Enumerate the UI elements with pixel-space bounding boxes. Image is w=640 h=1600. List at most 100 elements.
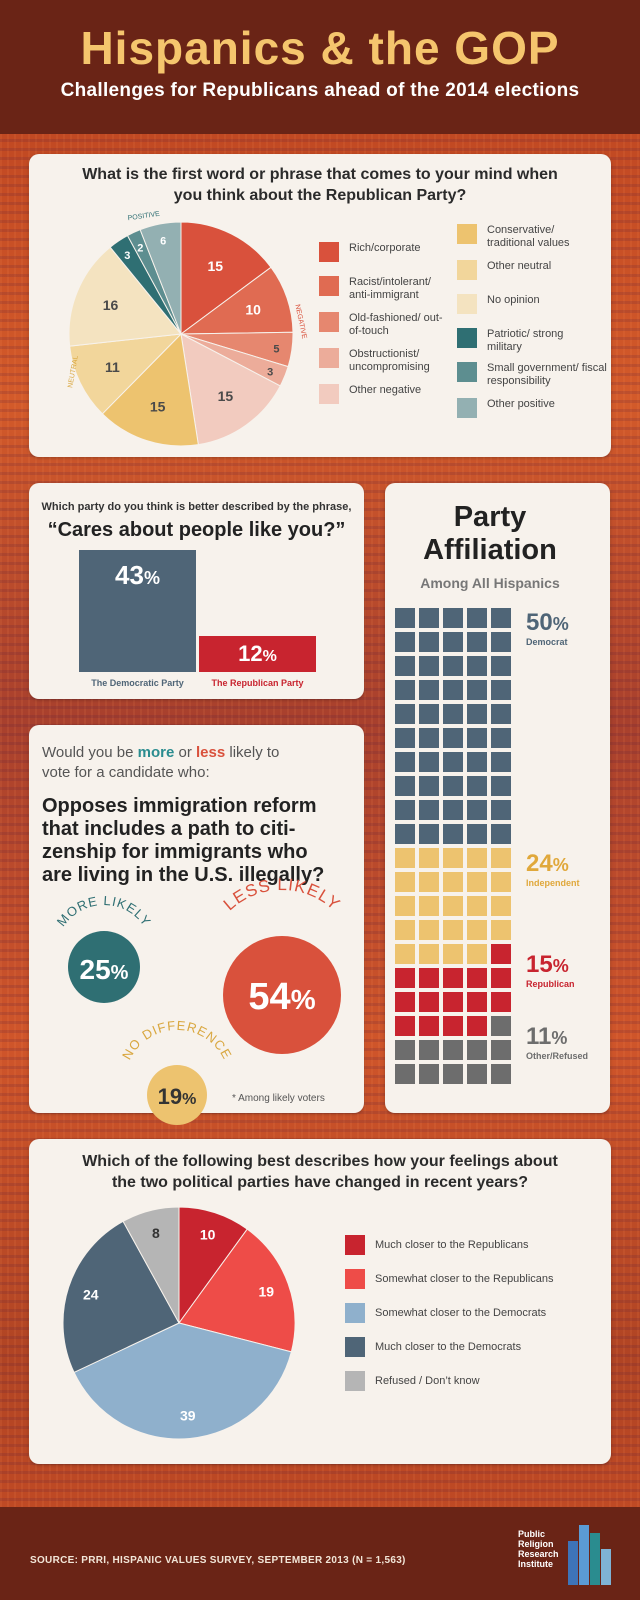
logo-line: Public bbox=[518, 1529, 546, 1539]
affiliation-title: Party Affiliation bbox=[385, 501, 595, 567]
legend-label: Obstructionist/ uncompromising bbox=[349, 348, 430, 373]
legend-item-other-positive: Other positive bbox=[457, 398, 555, 418]
waffle-cell-independent bbox=[419, 896, 439, 916]
legend-label: Much closer to the Republicans bbox=[375, 1239, 529, 1251]
legend-swatch bbox=[345, 1371, 365, 1391]
waffle-cell-democrat bbox=[443, 704, 463, 724]
page-title: Hispanics & the GOP bbox=[80, 22, 560, 74]
logo-bar bbox=[601, 1549, 611, 1585]
feelings-legend: Much closer to the Republicans Somewhat c… bbox=[345, 1235, 605, 1405]
logo-bar bbox=[579, 1525, 589, 1585]
legend-item-small-government: Small government/ fiscal responsibility bbox=[457, 362, 607, 388]
logo-bar bbox=[590, 1533, 600, 1585]
waffle-cell-republican bbox=[467, 968, 487, 988]
waffle-cell-republican bbox=[419, 992, 439, 1012]
legend-swatch bbox=[457, 362, 477, 382]
waffle-cell-independent bbox=[395, 848, 415, 868]
headline-line: are living in the U.S. illegally? bbox=[42, 864, 325, 886]
pie-slice-other-neutral bbox=[69, 333, 183, 415]
logo-bar bbox=[568, 1541, 578, 1585]
waffle-cell-democrat bbox=[491, 752, 511, 772]
legend-item-somewhat-closer-to-the-democrats: Somewhat closer to the Democrats bbox=[345, 1303, 605, 1323]
affiliation-subtitle: Among All Hispanics bbox=[420, 575, 560, 591]
legend-label: Small government/ fiscal responsibility bbox=[487, 362, 607, 387]
pie-slice-refused-don-t-know bbox=[122, 1206, 180, 1324]
waffle-cell-democrat bbox=[419, 800, 439, 820]
waffle-cell-other-refused bbox=[467, 1064, 487, 1084]
pie-value-label: 10 bbox=[245, 302, 261, 318]
q-line2: vote for a candidate who: bbox=[42, 764, 210, 781]
title-line: Party bbox=[453, 501, 527, 533]
waffle-cell-democrat bbox=[395, 608, 415, 628]
no-difference-value: 19% bbox=[158, 1084, 197, 1109]
waffle-cell-democrat bbox=[443, 656, 463, 676]
waffle-cell-republican bbox=[419, 968, 439, 988]
waffle-cell-democrat bbox=[467, 728, 487, 748]
cares-prompt: Which party do you think is better descr… bbox=[41, 501, 352, 513]
ind-callout: 24% Independent bbox=[526, 850, 580, 888]
waffle-cell-independent bbox=[419, 872, 439, 892]
first-word-question: What is the first word or phrase that co… bbox=[82, 166, 558, 204]
legend-label: Old-fashioned/ out-of-touch bbox=[349, 312, 443, 337]
source-note: SOURCE: PRRI, HISPANIC VALUES SURVEY, SE… bbox=[30, 1555, 406, 1566]
pct-sign: % bbox=[143, 568, 160, 588]
page-subtitle: Challenges for Republicans ahead of the … bbox=[60, 80, 580, 101]
waffle-cell-republican bbox=[467, 992, 487, 1012]
legend-swatch bbox=[319, 312, 339, 332]
waffle-cell-democrat bbox=[419, 656, 439, 676]
pie-slice-other-negative bbox=[180, 333, 281, 446]
waffle-cell-independent bbox=[395, 944, 415, 964]
waffle-cell-independent bbox=[443, 896, 463, 916]
waffle-cell-independent bbox=[467, 896, 487, 916]
legend-swatch bbox=[345, 1235, 365, 1255]
waffle-cell-independent bbox=[419, 944, 439, 964]
pie-value-label: 19 bbox=[259, 1284, 275, 1300]
legend-item-much-closer-to-the-democrats: Much closer to the Democrats bbox=[345, 1337, 605, 1357]
legend-swatch bbox=[345, 1337, 365, 1357]
waffle-cell-democrat bbox=[443, 824, 463, 844]
legend-item-refused-don-t-know: Refused / Don’t know bbox=[345, 1371, 605, 1391]
waffle-cell-democrat bbox=[443, 608, 463, 628]
immigration-bubbles: MORE LIKELY 25% LESS LIKELY 54% NO DIFFE… bbox=[54, 875, 343, 1125]
rep-bar-value: 12% bbox=[199, 641, 316, 667]
waffle-cell-democrat bbox=[443, 680, 463, 700]
pie-value-label: 15 bbox=[218, 388, 234, 404]
waffle-cell-other-refused bbox=[419, 1040, 439, 1060]
waffle-cell-republican bbox=[419, 1016, 439, 1036]
waffle-cell-independent bbox=[395, 920, 415, 940]
q-or: or bbox=[174, 744, 196, 761]
feelings-pie: 10 19 39 24 8 bbox=[62, 1206, 296, 1440]
waffle-cell-democrat bbox=[467, 632, 487, 652]
waffle-cell-republican bbox=[443, 968, 463, 988]
rep-value: 12 bbox=[238, 641, 263, 666]
dem-label: Democrat bbox=[526, 637, 568, 647]
rep-callout: 15% Republican bbox=[526, 951, 575, 989]
waffle-cell-democrat bbox=[419, 608, 439, 628]
q-less: less bbox=[196, 744, 226, 761]
pie-slice-much-closer-to-the-republicans bbox=[178, 1206, 248, 1325]
pie-value-label: 15 bbox=[150, 399, 166, 415]
dem-pct: 50% bbox=[526, 609, 569, 636]
waffle-cell-democrat bbox=[443, 776, 463, 796]
q-part1: Would you be bbox=[42, 744, 138, 761]
pie-value-label: 10 bbox=[200, 1227, 216, 1243]
legend-swatch bbox=[345, 1303, 365, 1323]
immigration-headline: Opposes immigration reform that includes… bbox=[42, 795, 362, 887]
legend-swatch bbox=[457, 294, 477, 314]
waffle-cell-democrat bbox=[467, 608, 487, 628]
rep-bar-label: The Republican Party bbox=[211, 678, 304, 688]
footer: SOURCE: PRRI, HISPANIC VALUES SURVEY, SE… bbox=[0, 1507, 640, 1600]
waffle-cell-democrat bbox=[467, 800, 487, 820]
waffle-cell-democrat bbox=[419, 824, 439, 844]
waffle-cell-democrat bbox=[491, 656, 511, 676]
waffle-cell-democrat bbox=[395, 656, 415, 676]
legend-item-patriotic: Patriotic/ strong military bbox=[457, 328, 587, 354]
waffle-cell-democrat bbox=[443, 632, 463, 652]
dem-value: 43 bbox=[115, 560, 144, 590]
waffle-cell-other-refused bbox=[443, 1040, 463, 1060]
affiliation-panel: Party Affiliation Among All Hispanics 50… bbox=[385, 483, 610, 1113]
oth-pct: 11% bbox=[526, 1023, 568, 1050]
no-difference-label: NO DIFFERENCE bbox=[119, 1018, 235, 1062]
logo-line: Institute bbox=[518, 1559, 553, 1569]
waffle-cell-democrat bbox=[395, 632, 415, 652]
